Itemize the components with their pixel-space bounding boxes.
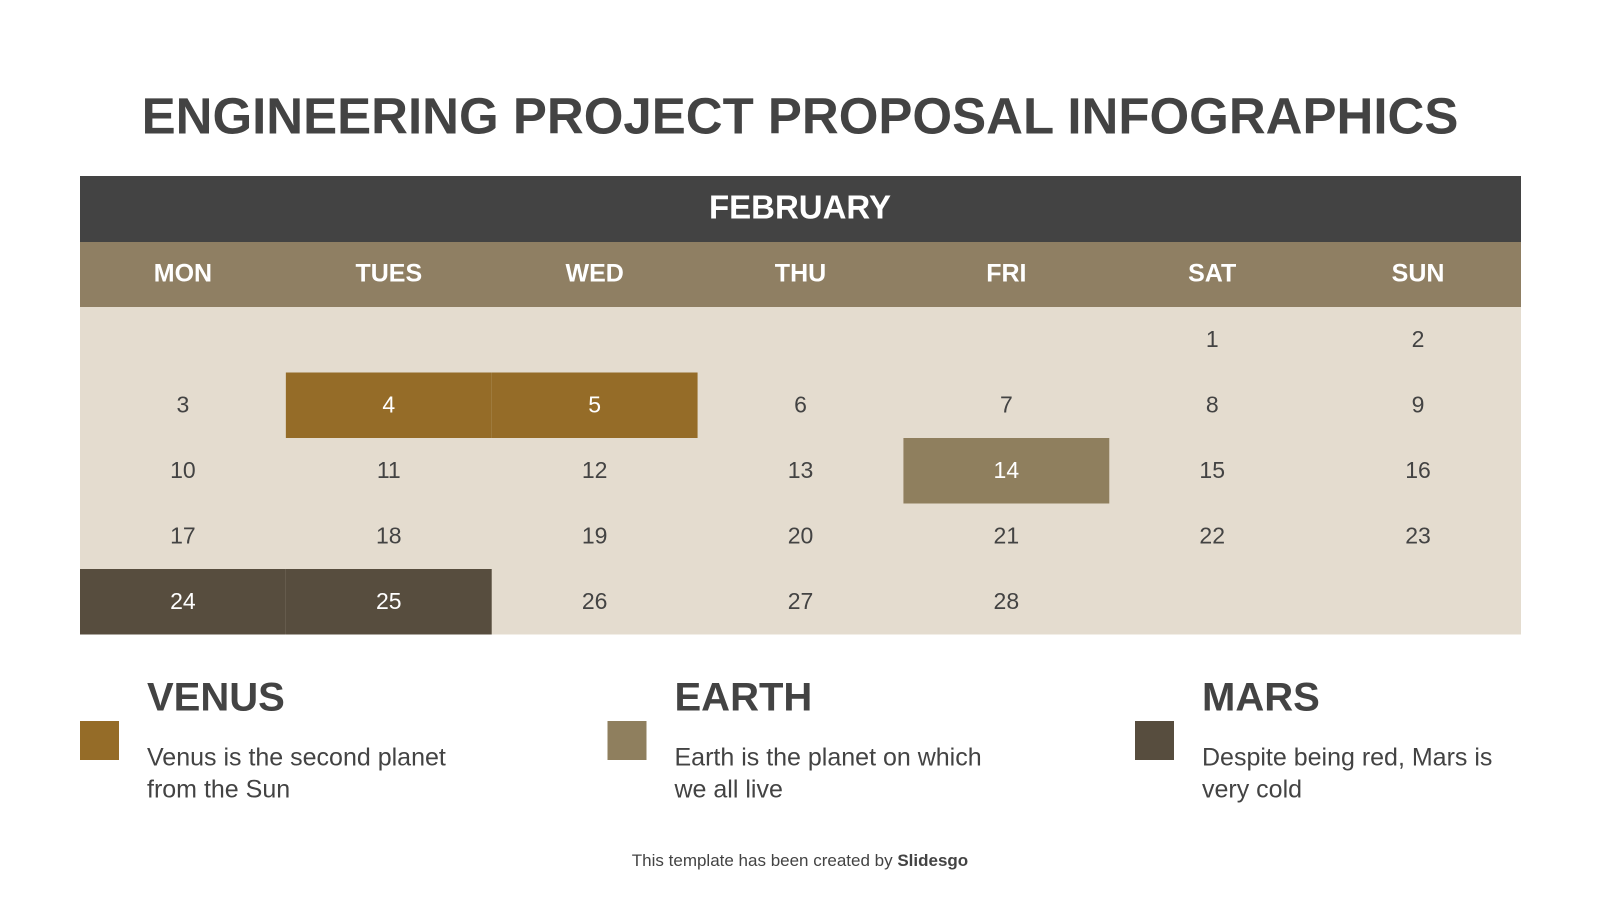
weekday-label: WED bbox=[565, 260, 623, 288]
day-number: 5 bbox=[588, 391, 601, 417]
legend-text: Despite being red, Mars is bbox=[1202, 744, 1492, 772]
day-number: 22 bbox=[1199, 522, 1225, 548]
day-number: 23 bbox=[1405, 522, 1431, 548]
day-number: 24 bbox=[170, 588, 196, 614]
day-number: 11 bbox=[377, 457, 401, 483]
weekday-label: TUES bbox=[355, 260, 422, 288]
weekday-label: MON bbox=[154, 260, 212, 288]
weekday-label: SAT bbox=[1188, 260, 1236, 288]
month-title: FEBRUARY bbox=[709, 189, 891, 226]
footer-brand: Slidesgo bbox=[897, 851, 968, 870]
legend-swatch bbox=[607, 721, 647, 760]
legend-text: from the Sun bbox=[147, 776, 290, 804]
highlight-cell bbox=[285, 372, 492, 438]
footer: This template has been created by Slides… bbox=[632, 851, 968, 870]
day-number: 25 bbox=[376, 588, 402, 614]
day-number: 8 bbox=[1206, 391, 1219, 417]
day-number: 19 bbox=[582, 522, 608, 548]
day-number: 17 bbox=[170, 522, 196, 548]
legend-swatch bbox=[80, 721, 119, 760]
weekday-label: SUN bbox=[1392, 260, 1445, 288]
footer-text: This template has been created by bbox=[632, 851, 898, 870]
weekday-label: THU bbox=[775, 260, 826, 288]
legend-text: Venus is the second planet bbox=[147, 744, 446, 772]
day-number: 10 bbox=[170, 457, 196, 483]
day-number: 26 bbox=[582, 588, 608, 614]
title: ENGINEERING PROJECT PROPOSAL INFOGRAPHIC… bbox=[142, 87, 1459, 144]
legend-text: Earth is the planet on which bbox=[675, 744, 982, 772]
highlight-cell bbox=[80, 569, 286, 635]
day-number: 7 bbox=[1000, 391, 1013, 417]
month-header bbox=[80, 176, 1521, 242]
day-number: 15 bbox=[1199, 457, 1225, 483]
highlight-cell bbox=[903, 438, 1110, 504]
day-number: 9 bbox=[1412, 391, 1425, 417]
day-number: 6 bbox=[794, 391, 807, 417]
day-number: 13 bbox=[788, 457, 814, 483]
legend-text: very cold bbox=[1202, 776, 1302, 804]
day-number: 20 bbox=[788, 522, 814, 548]
day-number: 28 bbox=[994, 588, 1020, 614]
weekday-label: FRI bbox=[986, 260, 1026, 288]
day-number: 14 bbox=[994, 457, 1020, 483]
day-number: 12 bbox=[582, 457, 608, 483]
day-number: 18 bbox=[376, 522, 402, 548]
day-number: 1 bbox=[1206, 326, 1219, 352]
day-number: 16 bbox=[1405, 457, 1431, 483]
day-number: 27 bbox=[788, 588, 814, 614]
legend-text: we all live bbox=[674, 776, 783, 804]
day-number: 2 bbox=[1412, 326, 1425, 352]
highlight-cell bbox=[491, 372, 698, 438]
legend-title: VENUS bbox=[147, 676, 285, 720]
day-number: 21 bbox=[994, 522, 1020, 548]
weekday-band bbox=[80, 242, 1521, 307]
day-number: 4 bbox=[382, 391, 395, 417]
day-number: 3 bbox=[177, 391, 190, 417]
legend-swatch bbox=[1135, 721, 1174, 760]
legend-title: EARTH bbox=[675, 676, 813, 720]
legend-title: MARS bbox=[1202, 676, 1320, 720]
highlight-cell bbox=[285, 569, 492, 635]
